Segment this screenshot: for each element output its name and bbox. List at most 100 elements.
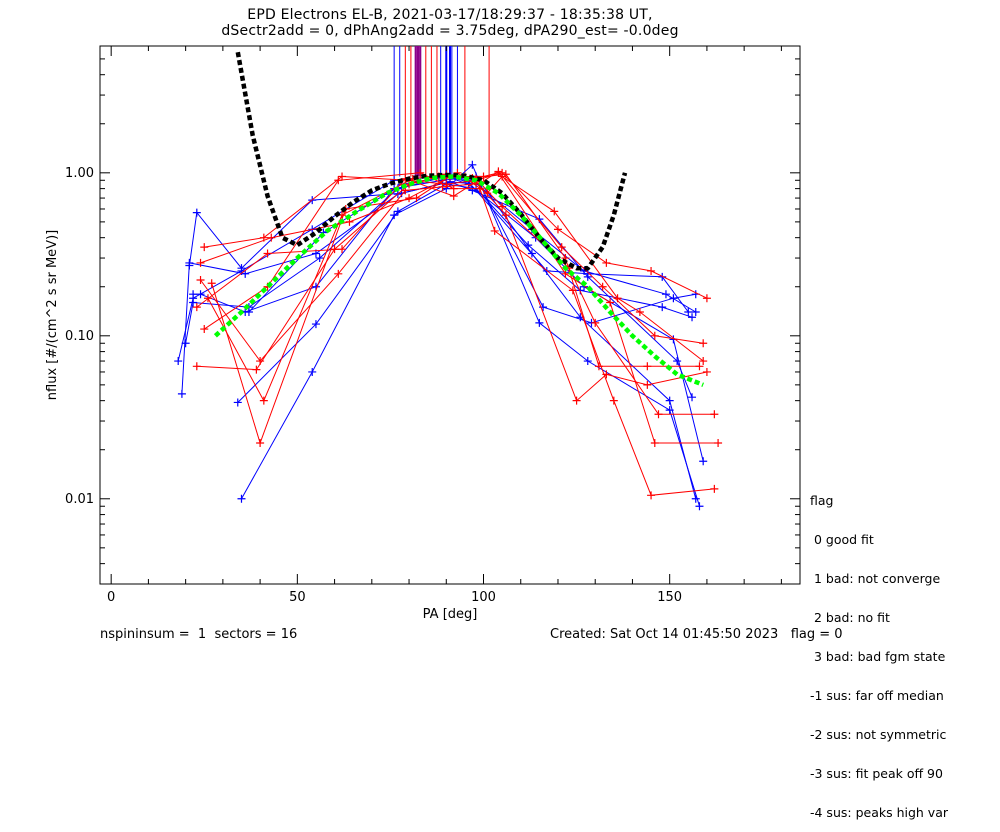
data-point (259, 396, 268, 405)
data-point (256, 438, 265, 447)
data-point (177, 389, 186, 398)
data-point (598, 282, 607, 291)
data-point (192, 303, 201, 312)
y-tick-label: 1.00 (65, 166, 94, 181)
legend-item: 3 bad: bad fgm state (810, 649, 946, 664)
data-point (334, 176, 343, 185)
data-point (196, 290, 205, 299)
data-point (192, 362, 201, 371)
data-point (468, 186, 477, 195)
x-tick-label: 50 (289, 590, 306, 605)
data-point (498, 172, 507, 181)
data-point (557, 243, 566, 252)
data-point (405, 194, 414, 203)
data-point (189, 298, 198, 307)
data-point (338, 245, 347, 254)
chart-plot: 0 50 100 150 0.01 0.10 1.00 PA [deg] nflux [#/… (45, 45, 801, 622)
data-point (650, 331, 659, 340)
data-point (416, 168, 425, 177)
data-point (643, 362, 652, 371)
data-point (200, 325, 209, 334)
data-point (714, 438, 723, 447)
data-point (635, 307, 644, 316)
data-point (263, 249, 272, 258)
data-point (691, 494, 700, 503)
fit-curves (213, 51, 705, 387)
data-point (553, 225, 562, 234)
chart-title-line2: dSectr2add = 0, dPhAng2add = 3.75deg, dP… (221, 23, 679, 39)
data-point (233, 398, 242, 407)
y-axis-label: nflux [#/(cm^2 s sr MeV)] (45, 230, 60, 400)
x-axis-label: PA [deg] (423, 607, 478, 622)
data-point (613, 294, 622, 303)
data-point (390, 211, 399, 220)
data-point (311, 320, 320, 329)
data-point (691, 307, 700, 316)
data-point (483, 189, 492, 198)
legend-item: 1 bad: not converge (810, 571, 941, 586)
data-point (449, 184, 458, 193)
data-point (695, 362, 704, 371)
data-point (699, 457, 708, 466)
footer-left: nspininsum = 1 sectors = 16 (100, 627, 298, 642)
data-point (710, 410, 719, 419)
data-point (237, 264, 246, 273)
data-point (583, 269, 592, 278)
data-point (702, 367, 711, 376)
legend-item: -1 sus: far off median (810, 688, 944, 703)
data-point (393, 207, 402, 216)
legend-item: -2 sus: not symmetric (810, 727, 947, 742)
series-line (185, 175, 704, 462)
data-point (189, 290, 198, 299)
data-point (658, 303, 667, 312)
data-point (695, 502, 704, 511)
data-point (602, 370, 611, 379)
data-point (591, 318, 600, 327)
data-point (207, 279, 216, 288)
x-tick-label: 0 (107, 590, 115, 605)
data-point (684, 307, 693, 316)
data-point (267, 233, 276, 242)
data-point (241, 269, 250, 278)
y-tick-label: 0.01 (65, 492, 94, 507)
chart-title-line1: EPD Electrons EL-B, 2021-03-17/18:29:37 … (247, 7, 653, 23)
data-point (338, 172, 347, 181)
data-point (688, 313, 697, 322)
x-tick-label: 150 (657, 590, 682, 605)
data-series (174, 160, 723, 511)
data-point (688, 393, 697, 402)
data-point (192, 208, 201, 217)
x-tick-label: 100 (471, 590, 496, 605)
data-point (200, 243, 209, 252)
data-point (244, 307, 253, 316)
series-line (204, 172, 715, 496)
data-point (174, 357, 183, 366)
data-point (498, 202, 507, 211)
data-point (449, 192, 458, 201)
axes: 0 50 100 150 0.01 0.10 1.00 (65, 45, 800, 605)
data-point (609, 396, 618, 405)
data-point (669, 294, 678, 303)
data-point (308, 367, 317, 376)
data-point (490, 226, 499, 235)
legend-item: 2 bad: no fit (810, 610, 890, 625)
data-point (252, 365, 261, 374)
data-point (699, 357, 708, 366)
footer-right: Created: Sat Oct 14 01:45:50 2023 flag =… (550, 627, 843, 642)
data-point (576, 286, 585, 295)
data-point (237, 494, 246, 503)
data-point (315, 254, 324, 263)
data-point (665, 396, 674, 405)
y-tick-label: 0.10 (65, 329, 94, 344)
data-point (185, 261, 194, 270)
data-point (334, 269, 343, 278)
data-point (345, 217, 354, 226)
data-point (550, 207, 559, 216)
data-point (699, 339, 708, 348)
data-point (196, 275, 205, 284)
pa-marker-lines (393, 46, 490, 177)
legend-item: -3 sus: fit peak off 90 (810, 766, 943, 781)
legend-header: flag (810, 493, 834, 508)
flag-legend: flag 0 good fit 1 bad: not converge 2 ba… (810, 468, 948, 832)
data-point (181, 339, 190, 348)
